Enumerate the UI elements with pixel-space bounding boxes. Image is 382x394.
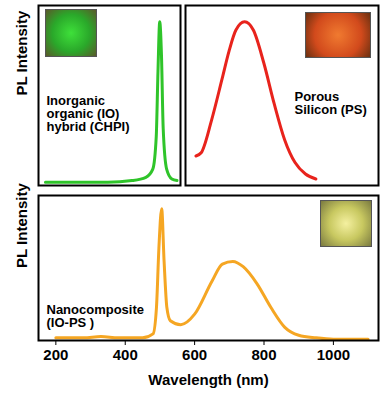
svg-text:Wavelength (nm): Wavelength (nm) [148,371,268,388]
svg-text:Inorganicorganic (IO)hybrid (C: Inorganicorganic (IO)hybrid (CHPI) [47,93,130,134]
svg-text:Nanocomposite(IO-PS ): Nanocomposite(IO-PS ) [47,302,145,330]
svg-text:800: 800 [251,346,276,363]
svg-text:PorousSilicon (PS): PorousSilicon (PS) [295,89,367,117]
svg-text:400: 400 [113,346,138,363]
svg-text:1000: 1000 [317,346,350,363]
svg-text:PL Intensity: PL Intensity [13,10,30,95]
svg-text:600: 600 [182,346,207,363]
svg-text:PL Intensity: PL Intensity [13,183,30,268]
svg-text:200: 200 [43,346,68,363]
